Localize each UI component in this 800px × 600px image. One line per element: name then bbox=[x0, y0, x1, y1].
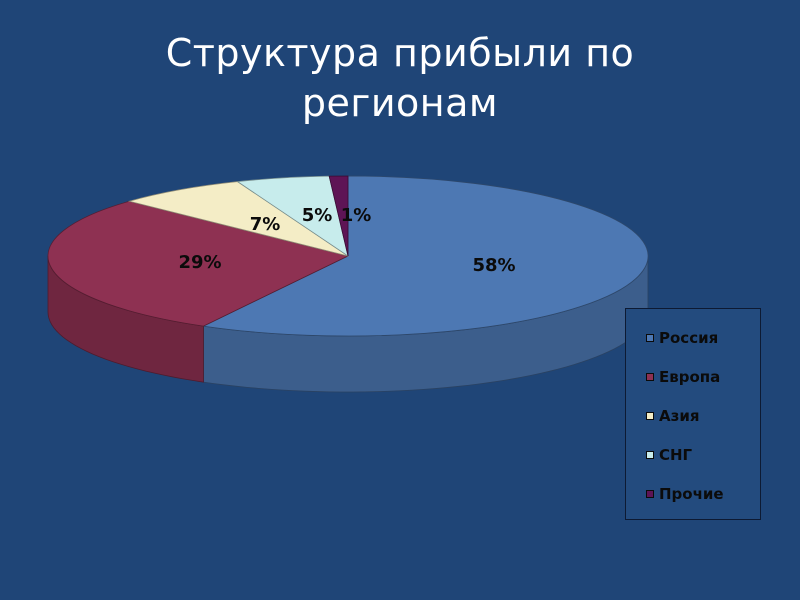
legend-label-1: Россия bbox=[659, 329, 719, 347]
legend-item-1: Россия bbox=[646, 328, 718, 348]
data-label-4: 5% bbox=[302, 205, 333, 226]
slice-5 bbox=[328, 175, 349, 257]
legend-swatch-4 bbox=[646, 451, 654, 459]
data-label-2: 29% bbox=[178, 252, 221, 273]
data-label-1: 58% bbox=[472, 255, 515, 276]
slice-3 bbox=[127, 181, 349, 257]
chart-legend: Россия Европа Азия СНГ Прочие bbox=[625, 308, 761, 520]
legend-item-4: СНГ bbox=[646, 445, 692, 465]
legend-item-5: Прочие bbox=[646, 484, 724, 504]
title-line-1: Структура прибыли по bbox=[165, 31, 635, 75]
legend-swatch-2 bbox=[646, 373, 654, 381]
legend-label-3: Азия bbox=[659, 407, 700, 425]
slice-1 bbox=[202, 175, 649, 337]
slide-title: Структура прибыли по регионам bbox=[0, 28, 800, 128]
title-line-2: регионам bbox=[301, 81, 499, 125]
legend-swatch-1 bbox=[646, 334, 654, 342]
slice-2 bbox=[47, 200, 350, 327]
legend-label-4: СНГ bbox=[659, 446, 693, 464]
data-label-5: 1% bbox=[341, 205, 372, 226]
legend-swatch-5 bbox=[646, 490, 654, 498]
legend-item-2: Европа bbox=[646, 367, 720, 387]
legend-label-5: Прочие bbox=[659, 485, 724, 503]
legend-item-3: Азия bbox=[646, 406, 699, 426]
data-label-3: 7% bbox=[250, 214, 281, 235]
legend-label-2: Европа bbox=[659, 368, 721, 386]
legend-swatch-3 bbox=[646, 412, 654, 420]
